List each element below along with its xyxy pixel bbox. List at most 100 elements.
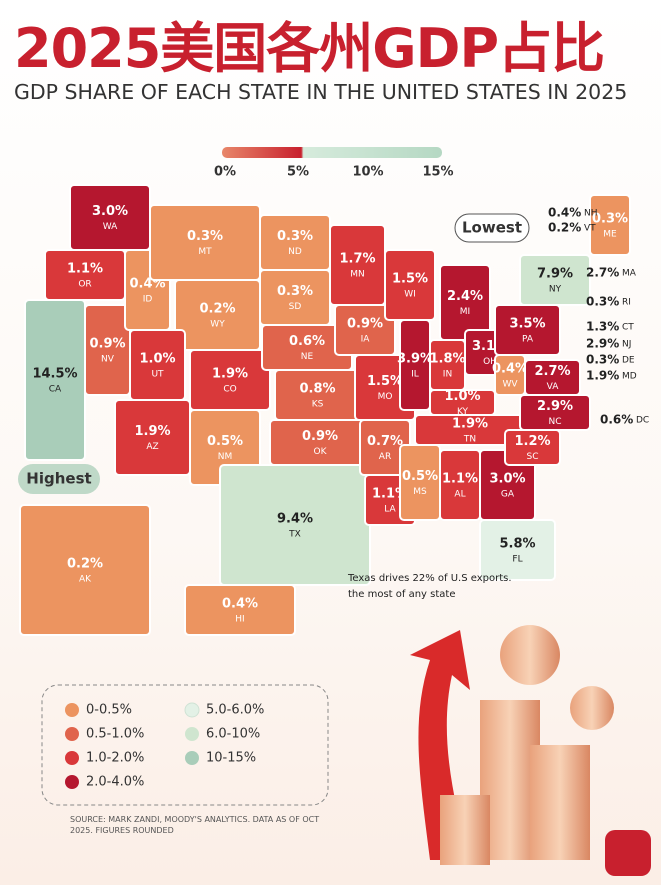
legend-label: 6.0-10% <box>206 727 260 742</box>
state-abbr: TX <box>288 530 301 540</box>
small-state-value: 0.3% <box>586 295 619 309</box>
decoration <box>410 625 651 876</box>
state-abbr: MT <box>198 247 212 257</box>
small-state-abbr: CT <box>622 323 634 333</box>
small-state-value: 0.2% <box>548 221 581 235</box>
small-state-abbr: DC <box>636 416 649 426</box>
state <box>524 359 581 396</box>
state-value: 3.9% <box>397 352 433 367</box>
state-abbr: LA <box>384 505 396 515</box>
state-abbr: PA <box>522 335 534 345</box>
small-state-value: 2.7% <box>586 266 619 280</box>
state-abbr: SC <box>527 452 539 462</box>
state-value: 1.9% <box>212 367 248 382</box>
state-abbr: UT <box>151 370 164 380</box>
note: Texas drives 22% of U.S exports. <box>347 573 512 584</box>
legend-swatch <box>65 727 79 741</box>
state-abbr: NE <box>301 352 314 362</box>
state-value: 1.0% <box>139 352 175 367</box>
small-state-abbr: MD <box>622 372 637 382</box>
legend-label: 5.0-6.0% <box>206 703 264 718</box>
lowest-label: Lowest <box>462 219 522 237</box>
state-value: 9.4% <box>277 512 313 527</box>
state-abbr: AK <box>79 575 92 585</box>
state-value: 0.3% <box>592 212 628 227</box>
state-value: 0.5% <box>207 434 243 449</box>
state-abbr: CA <box>49 385 62 395</box>
state-value: 3.0% <box>92 204 128 219</box>
small-state-value: 0.6% <box>600 413 633 427</box>
state-abbr: OK <box>314 447 328 457</box>
state-value: 1.7% <box>339 252 375 267</box>
legend-label: 2.0-4.0% <box>86 775 144 790</box>
lowest-badge <box>454 213 530 243</box>
small-state-abbr: NJ <box>622 340 631 350</box>
state-value: 3.5% <box>509 317 545 332</box>
state-abbr: GA <box>501 490 515 500</box>
state-abbr: AL <box>454 490 465 500</box>
state-value: 1.5% <box>392 272 428 287</box>
state-value: 1.2% <box>514 434 550 449</box>
state-abbr: IA <box>361 335 371 345</box>
state-abbr: FL <box>512 555 522 565</box>
legend-box <box>41 684 329 806</box>
state-value: 0.9% <box>89 337 125 352</box>
state-abbr: SD <box>289 302 302 312</box>
legend-swatch <box>185 727 199 741</box>
legend-label: 0-0.5% <box>86 703 132 718</box>
note: the most of any state <box>348 589 455 600</box>
small-state-value: 1.3% <box>586 320 619 334</box>
legend-swatch <box>65 775 79 789</box>
state-value: 2.7% <box>534 364 570 379</box>
coin <box>500 625 560 685</box>
state-abbr: KY <box>457 407 469 417</box>
state-value: 1.0% <box>444 389 480 404</box>
state-abbr: WY <box>210 320 225 330</box>
state <box>479 519 556 581</box>
state-abbr: AZ <box>146 442 158 452</box>
scale-label: 15% <box>422 165 453 180</box>
state-value: 14.5% <box>32 367 77 382</box>
subtitle: GDP SHARE OF EACH STATE IN THE UNITED ST… <box>14 80 628 104</box>
state-value: 5.8% <box>499 537 535 552</box>
state-value: 0.3% <box>187 229 223 244</box>
state-value: 0.2% <box>199 302 235 317</box>
state-abbr: AR <box>379 452 391 462</box>
state-abbr: WA <box>103 222 118 232</box>
coin-stack <box>440 795 490 865</box>
small-state-abbr: DE <box>622 356 635 366</box>
state-abbr: HI <box>235 615 244 625</box>
state-value: 0.9% <box>302 429 338 444</box>
state-abbr: WI <box>404 290 416 300</box>
state-abbr: TN <box>463 435 476 445</box>
state-abbr: VA <box>547 382 560 392</box>
scale-label: 5% <box>287 165 309 180</box>
state-abbr: CO <box>223 385 236 395</box>
legend-swatch <box>65 751 79 765</box>
logo <box>605 830 651 876</box>
coin <box>570 686 614 730</box>
state <box>184 584 296 636</box>
state-value: 1.5% <box>367 374 403 389</box>
state-value: 0.3% <box>277 229 313 244</box>
source: SOURCE: MARK ZANDI, MOODY'S ANALYTICS. D… <box>70 815 320 835</box>
legend-swatch <box>184 702 200 718</box>
state-abbr: MS <box>413 487 427 497</box>
state-value: 3.0% <box>489 472 525 487</box>
scale-bar <box>222 147 442 158</box>
state-value: 0.4% <box>492 362 528 377</box>
state-abbr: ME <box>603 230 617 240</box>
scale-label: 10% <box>352 165 383 180</box>
state-value: 2.4% <box>447 289 483 304</box>
legend-label: 10-15% <box>206 751 256 766</box>
state-abbr: NY <box>549 285 562 295</box>
state-value: 0.3% <box>277 284 313 299</box>
state-abbr: OH <box>483 357 497 367</box>
legend-label: 0.5-1.0% <box>86 727 144 742</box>
legend-label: 1.0-2.0% <box>86 751 144 766</box>
state-value: 0.4% <box>222 597 258 612</box>
state-value: 1.1% <box>67 262 103 277</box>
legend-swatch <box>185 751 199 765</box>
state-abbr: NC <box>548 417 561 427</box>
